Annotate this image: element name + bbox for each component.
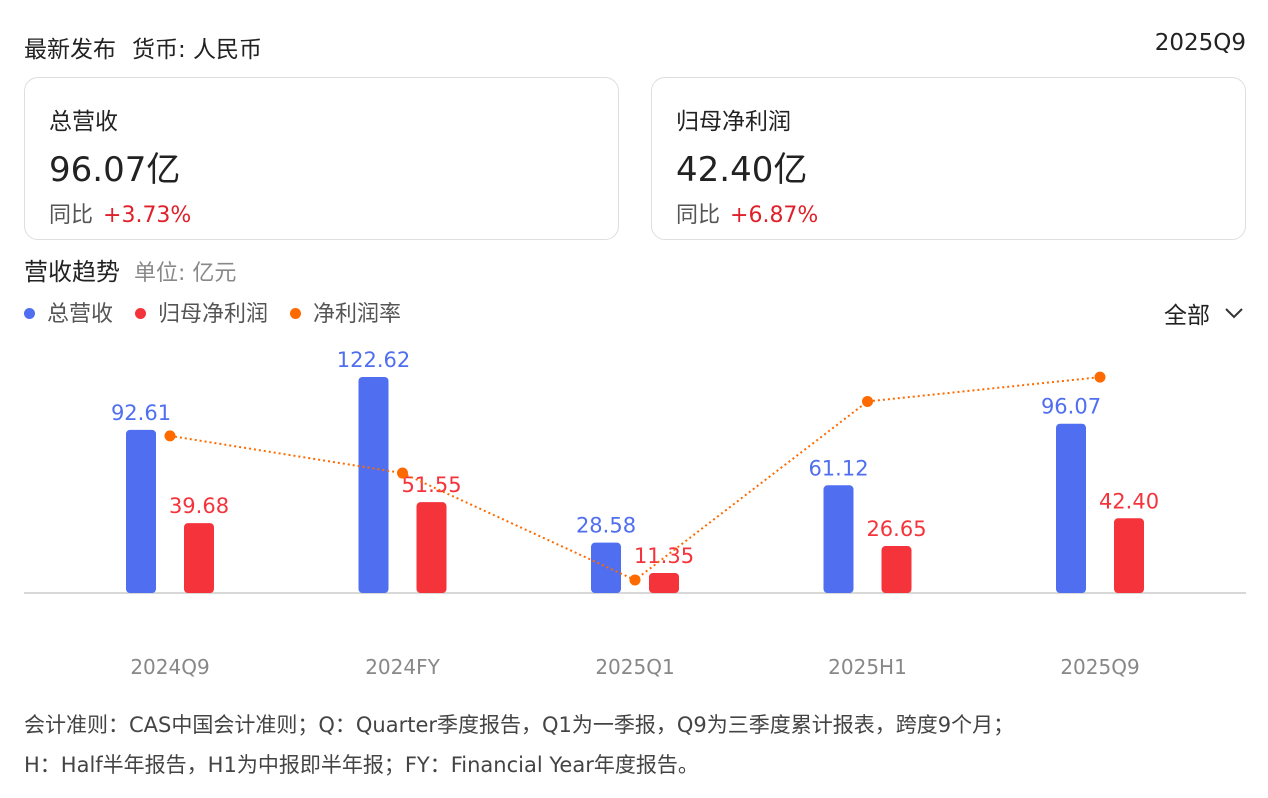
legend-label: 净利润率 <box>313 302 402 327</box>
x-tick-label: 2025Q9 <box>1060 655 1139 679</box>
revenue-bar <box>126 429 156 593</box>
footnote-line: 会计准则：CAS中国会计准则；Q：Quarter季度报告，Q1为一季报，Q9为三… <box>24 713 1015 737</box>
margin-point <box>164 430 176 442</box>
filter-dropdown[interactable]: 全部 <box>1164 296 1244 330</box>
bar-value-label: 39.68 <box>169 494 229 518</box>
dropdown-label: 全部 <box>1164 303 1210 329</box>
legend: 总营收 归母净利润 净利润率 <box>24 296 401 328</box>
margin-point <box>629 574 641 586</box>
card-title: 归母净利润 <box>676 109 791 135</box>
bar-value-label: 92.61 <box>111 401 171 425</box>
bar-value-label: 122.62 <box>337 348 410 372</box>
chevron-down-icon <box>1225 308 1243 319</box>
margin-point <box>862 395 873 407</box>
legend-profit[interactable]: 归母净利润 <box>135 296 268 328</box>
margin-point <box>1094 371 1106 383</box>
legend-revenue[interactable]: 总营收 <box>24 296 113 328</box>
revenue-card: 总营收 96.07亿 同比 +3.73% <box>24 77 619 240</box>
margin-point <box>397 467 408 479</box>
yoy-value: +3.73% <box>103 203 192 228</box>
footnote-line: H：Half半年报告，H1为中报即半年报；FY：Financial Year年度… <box>24 753 699 777</box>
x-tick-label: 2025Q1 <box>595 655 674 679</box>
card-value: 96.07亿 <box>49 150 181 190</box>
currency-label: 货币: 人民币 <box>132 37 263 63</box>
bar-value-label: 28.58 <box>576 514 636 538</box>
x-tick-label: 2025H1 <box>828 655 907 679</box>
profit-bar <box>881 546 912 593</box>
bar-value-label: 42.40 <box>1099 489 1159 513</box>
x-tick-label: 2024Q9 <box>130 655 209 679</box>
revenue-bar <box>823 485 854 593</box>
bar-value-label: 51.55 <box>401 473 461 497</box>
legend-label: 总营收 <box>47 302 114 327</box>
profit-bar <box>1114 518 1144 593</box>
section-header: 营收趋势 单位: 亿元 <box>24 252 236 287</box>
card-title: 总营收 <box>49 109 118 135</box>
dot-icon <box>135 307 147 319</box>
legend-margin[interactable]: 净利润率 <box>290 296 401 328</box>
chart: 92.61 39.68 2024Q9 122.62 51.55 2024FY 28.58 11… <box>24 348 1246 679</box>
revenue-bar <box>1056 423 1086 593</box>
dot-icon <box>24 307 35 319</box>
bar-value-label: 11.35 <box>634 544 694 568</box>
yoy-label: 同比 <box>676 203 721 228</box>
yoy-label: 同比 <box>49 203 94 228</box>
bar-value-label: 26.65 <box>866 517 926 541</box>
header: 最新发布 货币: 人民币 <box>24 30 262 64</box>
section-title: 营收趋势 <box>24 258 120 286</box>
revenue-bar <box>591 542 621 593</box>
profit-bar <box>416 502 447 593</box>
unit-label: 单位: 亿元 <box>134 261 237 286</box>
bar-value-label: 96.07 <box>1041 395 1101 419</box>
profit-bar <box>649 573 679 593</box>
yoy-value: +6.87% <box>730 203 819 228</box>
card-value: 42.40亿 <box>676 150 808 190</box>
x-tick-label: 2024FY <box>365 655 440 679</box>
footnote: 会计准则：CAS中国会计准则；Q：Quarter季度报告，Q1为一季报，Q9为三… <box>24 705 1254 785</box>
revenue-bar <box>358 376 389 593</box>
header-title: 最新发布 <box>24 37 116 63</box>
bar-value-label: 61.12 <box>808 456 868 480</box>
dot-icon <box>290 307 302 319</box>
period-label: 2025Q9 <box>1154 30 1246 56</box>
profit-bar <box>184 523 214 593</box>
legend-label: 归母净利润 <box>158 302 269 327</box>
profit-card: 归母净利润 42.40亿 同比 +6.87% <box>651 77 1246 240</box>
